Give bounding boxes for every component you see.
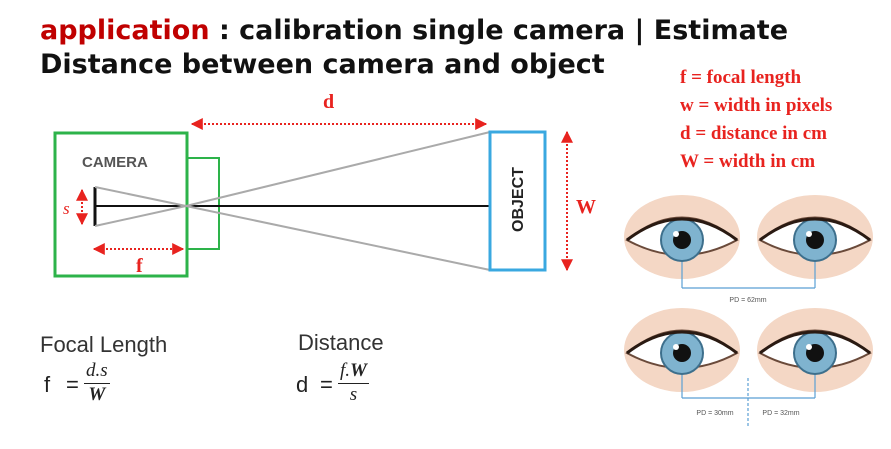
- f-label: f: [136, 255, 143, 277]
- focal-lhs: f: [44, 372, 51, 397]
- focal-equals: =: [66, 372, 79, 397]
- legend-item: d = distance in cm: [680, 123, 827, 144]
- distance-fraction: f.W s: [338, 360, 369, 406]
- ray-bottom-outer: [185, 205, 491, 271]
- focal-fraction: d.s W: [84, 360, 110, 406]
- distance-lhs: d: [296, 372, 309, 397]
- ray-top-inner: [94, 186, 187, 207]
- legend-item: W = width in cm: [680, 151, 816, 172]
- title-app-word: application: [40, 15, 210, 46]
- distance-numerator: f.W: [338, 360, 369, 384]
- focal-length-label: Focal Length: [40, 332, 168, 357]
- distance-numerator-W: W: [350, 360, 367, 381]
- distance-numerator-f: f.: [340, 360, 351, 381]
- object-box: [488, 130, 547, 272]
- pd-right-label: PD = 32mm: [762, 410, 799, 417]
- title-line2: Distance between camera and object: [40, 49, 605, 80]
- legend: f = focal length w = width in pixels d =…: [680, 64, 832, 176]
- eye-left-bottom: [624, 308, 740, 392]
- page-title: application : calibration single camera …: [40, 14, 800, 82]
- eye-right-top: [757, 195, 873, 279]
- title-rest: : calibration single camera | Estimate: [209, 15, 789, 46]
- focal-numerator: d.s: [84, 360, 110, 384]
- focal-denominator: W: [88, 384, 106, 405]
- d-label: d: [323, 91, 334, 113]
- distance-denominator: s: [349, 384, 358, 405]
- distance-equals: =: [320, 372, 333, 397]
- object-label: OBJECT: [510, 167, 527, 232]
- ray-bottom-inner: [94, 205, 187, 227]
- pd-left-label: PD = 30mm: [696, 410, 733, 417]
- eyes-illustration-bottom: PD = 30mm PD = 32mm: [624, 308, 873, 428]
- pd-top-label: PD = 62mm: [729, 297, 766, 304]
- camera-label: CAMERA: [82, 154, 148, 171]
- distance-label: Distance: [298, 330, 384, 355]
- eye-left-top: [624, 195, 740, 279]
- eyes-illustration-top: PD = 62mm: [624, 195, 873, 304]
- eye-right-bottom: [757, 308, 873, 392]
- W-label: W: [576, 196, 596, 218]
- s-label: s: [63, 199, 70, 218]
- legend-item: w = width in pixels: [680, 95, 833, 116]
- ray-top-outer: [185, 131, 491, 207]
- camera-lens: [186, 157, 220, 250]
- legend-item: f = focal length: [680, 67, 802, 88]
